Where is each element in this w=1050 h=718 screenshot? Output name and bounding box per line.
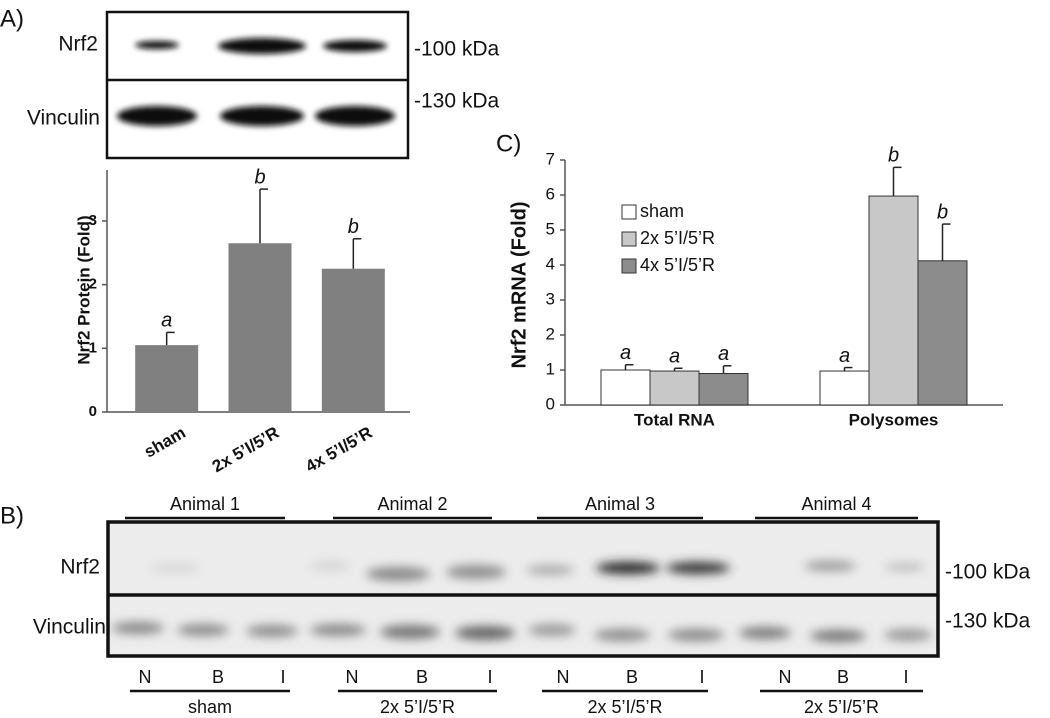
animal-label: Animal 2 — [377, 494, 447, 514]
marker-label: -130 kDa — [945, 610, 1031, 633]
lane-label: N — [346, 667, 359, 687]
legend-swatch — [621, 258, 637, 274]
bar — [649, 370, 700, 406]
lane-label: I — [487, 667, 492, 687]
blot-b: Nrf2 Vinculin -100 kDa -130 kDa — [33, 520, 1031, 658]
blot-bg — [108, 522, 938, 656]
lane-label: I — [280, 667, 285, 687]
blot-a: Nrf2 Vinculin -100 kDa -130 kDa — [27, 10, 500, 160]
y-tick-label: 5 — [546, 219, 555, 238]
y-tick-label: 1 — [546, 359, 555, 378]
blot-frame — [106, 520, 940, 658]
legend-label: 4x 5’I/5’R — [640, 255, 715, 275]
bar — [917, 260, 968, 406]
y-tick-label: 2 — [546, 324, 555, 343]
y-tick-label: 3 — [89, 212, 97, 229]
annotation: a — [718, 343, 729, 365]
panel-label: B) — [0, 502, 24, 529]
bar — [135, 345, 199, 412]
legend-label: 2x 5’I/5’R — [640, 228, 715, 248]
annotation: b — [937, 201, 948, 223]
bar — [600, 369, 651, 406]
legend-label: sham — [640, 201, 684, 221]
annotation: a — [620, 342, 631, 364]
x-tick-label: 4x 5’I/5’R — [302, 423, 375, 476]
annotation: a — [839, 345, 850, 367]
y-tick-label: 0 — [89, 403, 97, 420]
x-tick-label: Polysomes — [849, 410, 939, 429]
y-tick-label: 6 — [546, 184, 555, 203]
lane-label: B — [837, 667, 849, 687]
row-label: Vinculin — [27, 107, 100, 130]
annotation: a — [669, 346, 680, 368]
annotation: b — [888, 145, 899, 167]
y-tick-label: 3 — [546, 289, 555, 308]
lane-label: I — [903, 667, 908, 687]
group-label: 2x 5’I/5’R — [804, 697, 879, 717]
y-axis-label: Nrf2 mRNA (Fold) — [508, 201, 530, 368]
animal-label: Animal 1 — [170, 494, 240, 514]
lane-label: N — [779, 667, 792, 687]
panel-label: C) — [496, 130, 521, 157]
y-tick-label: 0 — [546, 394, 555, 413]
animal-label: Animal 3 — [585, 494, 655, 514]
group-label: 2x 5’I/5’R — [380, 697, 455, 717]
blot-frame — [105, 10, 410, 160]
lane-label: I — [699, 667, 704, 687]
y-tick-label: 4 — [546, 254, 555, 273]
x-tick-label: 2x 5’I/5’R — [209, 423, 282, 476]
y-axis-label: Nrf2 Protein (Fold) — [74, 215, 93, 364]
bar — [698, 373, 749, 406]
group-label: 2x 5’I/5’R — [587, 697, 662, 717]
bands — [112, 561, 932, 642]
legend-swatch — [621, 204, 637, 220]
bar — [819, 370, 870, 406]
bar — [321, 268, 385, 412]
row-label: Nrf2 — [60, 556, 100, 579]
panel-label: A) — [0, 5, 24, 32]
bar — [868, 195, 919, 406]
y-tick-label: 7 — [546, 149, 555, 168]
group-label: sham — [188, 697, 232, 717]
y-tick-label: 1 — [89, 339, 97, 356]
row-label: Nrf2 — [58, 33, 98, 56]
bar — [228, 243, 292, 412]
x-tick-label: sham — [141, 423, 189, 462]
row-label: Vinculin — [33, 616, 106, 639]
marker-label: -100 kDa — [414, 38, 500, 61]
lane-label: B — [416, 667, 428, 687]
annotation: b — [254, 166, 265, 188]
marker-label: -130 kDa — [414, 90, 500, 113]
annotation: a — [161, 310, 172, 332]
annotation: b — [348, 216, 359, 238]
legend-swatch — [621, 231, 637, 247]
x-tick-label: Total RNA — [634, 410, 715, 429]
lane-label: N — [139, 667, 152, 687]
lane-label: B — [212, 667, 224, 687]
y-tick-label: 2 — [89, 276, 97, 293]
animal-label: Animal 4 — [801, 494, 871, 514]
marker-label: -100 kDa — [945, 561, 1031, 584]
bands — [117, 38, 395, 126]
lane-label: B — [626, 667, 638, 687]
lane-label: N — [557, 667, 570, 687]
